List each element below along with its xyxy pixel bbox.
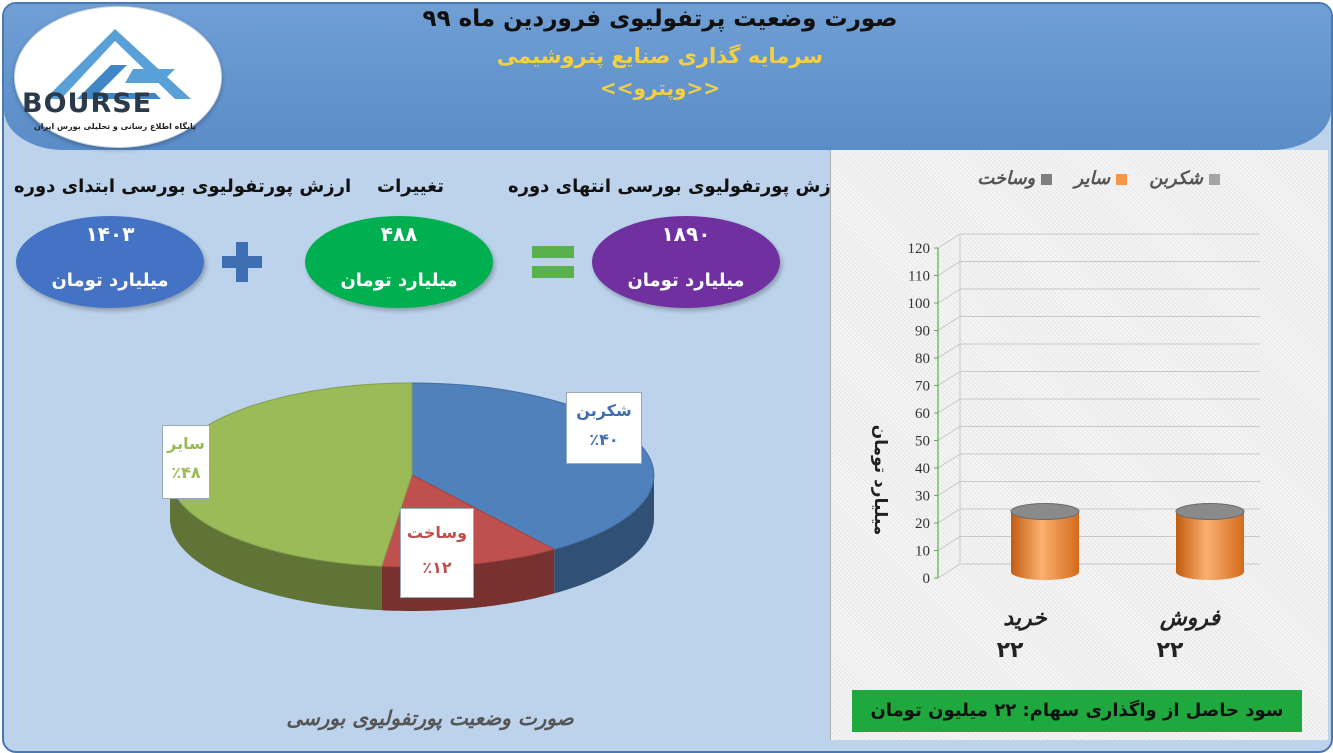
category-value-buy: ۲۲ [996,638,1024,663]
change-label: تغییرات [377,176,445,197]
grid-line-depth [937,261,961,276]
pie-slice-side [554,475,654,594]
legend-swatch-icon [1209,173,1220,185]
header-banner [4,4,1331,150]
pie-label-sayer-value: ٪۴۸ [171,463,201,482]
y-tick-label: 10 [915,544,930,560]
grid-line-depth [937,481,961,496]
y-tick-label: 60 [915,406,930,422]
page-title: صورت وضعیت پرتفولیوی فروردین ماه ۹۹ [422,6,898,32]
end-value: ۱۸۹۰ [661,222,711,246]
trade-bar-chart: 0 10 20 30 40 50 60 70 80 90 100 110 120 [908,233,1260,587]
change-value: ۴۸۸ [380,222,418,246]
pie-slice-side [170,476,382,611]
grid-line-depth [937,233,961,249]
legend-swatch-icon [1116,173,1128,185]
logo [14,6,222,148]
y-tick-label: 70 [915,379,930,395]
pie-label-shakarbon: شکربن ٪۴۰ [566,392,642,464]
grid-line-depth [937,453,961,469]
pie-label-vasakht-value: ٪۱۲ [422,558,452,577]
grid-line-depth [937,371,961,386]
legend-item-sayer: سایر [1075,168,1128,189]
grid-line-depth [937,316,961,331]
change-value-oval: ۴۸۸ میلیارد تومان [305,216,493,308]
bar-chart-panel [830,150,1328,740]
plus-icon [222,242,262,282]
grid-line-depth [937,398,961,414]
y-tick-label: 120 [908,241,931,257]
bar-chart-legend: شکربن سایر وساخت [940,168,1220,189]
start-value: ۱۴۰۳ [85,222,135,246]
end-value-label: ارزش پورتفولیوی بورسی انتهای دوره [508,176,848,197]
ticker-name: <<وپترو>> [599,76,720,100]
start-value-unit: میلیارد تومان [51,270,169,291]
y-axis-title: میلیارد تومان [870,424,890,536]
category-label-buy: خرید [1003,606,1047,631]
grid-line-depth [937,508,961,524]
pie-label-vasakht: وساخت ٪۱۲ [400,508,474,598]
pie-label-shakarbon-value: ٪۴۰ [589,430,619,449]
grid-line-depth [937,563,961,579]
y-tick-label: 100 [908,296,931,312]
company-name: سرمایه گذاری صنایع پتروشیمی [496,44,824,68]
pie-label-shakarbon-name: شکربن [576,401,632,420]
grid-line-depth [937,536,961,551]
y-tick-label: 80 [915,351,930,367]
logo-mark-icon [45,29,191,99]
pie-label-vasakht-name: وساخت [406,523,468,542]
logo-name: BOURSE [22,88,153,119]
category-value-sell: ۲۲ [1156,638,1184,663]
end-value-unit: میلیارد تومان [627,270,745,291]
y-tick-label: 20 [915,516,930,532]
legend-label-vasakht: وساخت [977,168,1036,189]
grid-line-depth [937,343,961,359]
y-tick-label: 50 [915,434,930,450]
legend-label-sayer: سایر [1074,168,1111,189]
y-tick-label: 90 [915,324,930,340]
legend-swatch-icon [1041,173,1053,185]
legend-item-shakarbon: شکربن [1149,168,1220,189]
bar-فروش [1175,503,1245,580]
pie-label-sayer: سایر ٪۴۸ [162,425,210,499]
pie-label-sayer-name: سایر [167,434,205,453]
bar-خرید [1010,503,1080,580]
legend-item-vasakht: وساخت [977,168,1053,189]
end-value-oval: ۱۸۹۰ میلیارد تومان [592,216,780,308]
legend-label-shakarbon: شکربن [1149,168,1203,189]
y-tick-label: 0 [923,571,931,587]
category-label-sell: فروش [1159,606,1221,631]
y-tick-label: 110 [908,269,930,285]
y-tick-label: 40 [915,461,930,477]
y-tick-label: 30 [915,489,930,505]
pie-caption: صورت وضعیت پورتفولیوی بورسی [286,706,574,730]
logo-subtitle: پایگاه اطلاع رسانی و تحلیلی بورس ایران [33,122,197,131]
grid-line-depth [937,426,961,441]
start-value-label: ارزش پورتفولیوی بورسی ابتدای دوره [14,176,352,197]
start-value-oval: ۱۴۰۳ میلیارد تومان [16,216,204,308]
grid-line-depth [937,288,961,304]
equals-icon [532,246,574,278]
profit-note: سود حاصل از واگذاری سهام: ۲۲ میلیون توما… [852,690,1302,732]
change-value-unit: میلیارد تومان [340,270,458,291]
